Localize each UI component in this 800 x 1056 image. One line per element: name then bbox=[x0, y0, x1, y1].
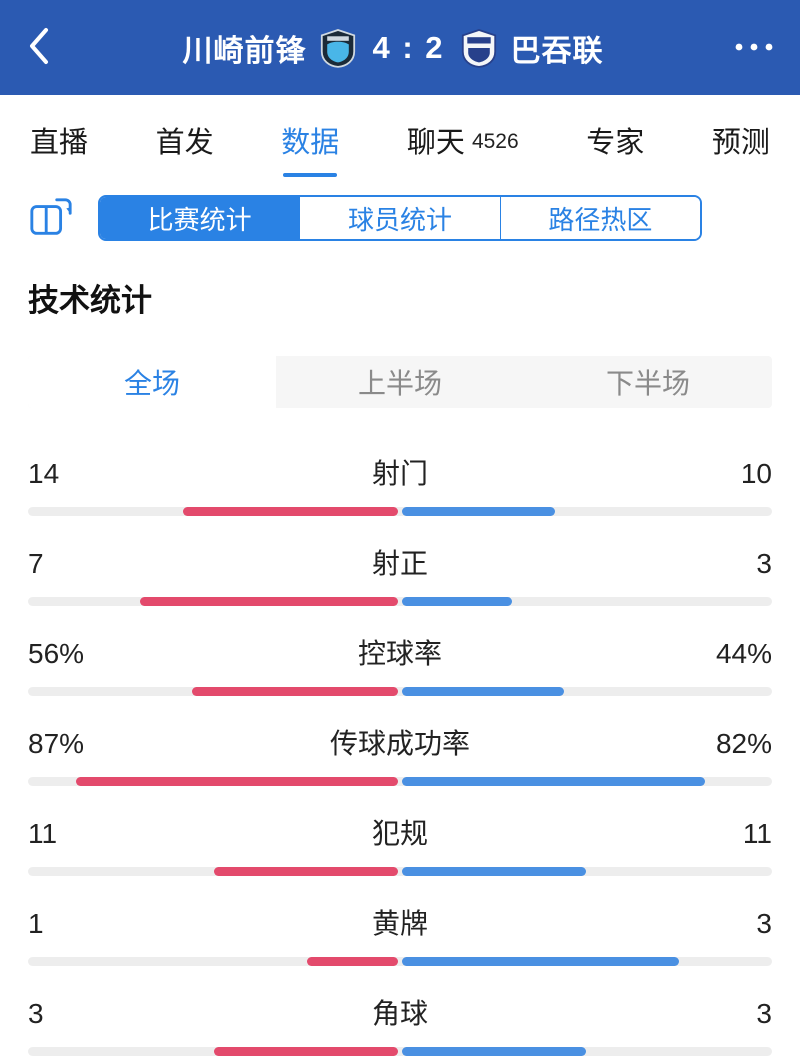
stat-line: 7 射正 3 bbox=[28, 542, 772, 582]
away-team-name: 巴吞联 bbox=[510, 34, 604, 68]
stat-row: 56% 控球率 44% bbox=[28, 632, 772, 696]
stat-label: 犯规 bbox=[371, 818, 428, 849]
away-stat-value: 44% bbox=[715, 638, 772, 669]
away-stat-value: 10 bbox=[740, 458, 772, 489]
more-button[interactable] bbox=[734, 40, 774, 55]
stat-bar-track bbox=[28, 777, 772, 786]
tab-live[interactable]: 直播 bbox=[30, 95, 88, 185]
home-stat-value: 56% bbox=[28, 638, 85, 669]
main-tabs: 直播 首发 数据 聊天 4526 专家 预测 bbox=[0, 95, 800, 185]
period-tab-second-half[interactable]: 下半场 bbox=[605, 368, 690, 399]
period-tabs: 全场 上半场 下半场 bbox=[28, 356, 772, 408]
stat-line: 1 黄牌 3 bbox=[28, 902, 772, 942]
stat-line: 87% 传球成功率 82% bbox=[28, 722, 772, 762]
stat-bar-track bbox=[28, 867, 772, 876]
home-stat-bar bbox=[139, 597, 398, 606]
stat-line: 11 犯规 11 bbox=[28, 812, 772, 852]
away-team-badge-icon bbox=[461, 27, 497, 69]
home-stat-value: 3 bbox=[28, 998, 44, 1029]
match-score: 4 : 2 bbox=[372, 29, 445, 65]
stat-bar-track bbox=[28, 507, 772, 516]
home-team-name: 川崎前锋 bbox=[182, 34, 307, 68]
stat-row: 11 犯规 11 bbox=[28, 812, 772, 876]
away-stat-bar bbox=[402, 1047, 586, 1056]
home-stat-bar bbox=[76, 777, 398, 786]
stat-bar-track bbox=[28, 597, 772, 606]
tab-experts[interactable]: 专家 bbox=[586, 95, 644, 185]
chat-count: 4526 bbox=[471, 130, 519, 153]
seg-heatmap[interactable]: 路径热区 bbox=[499, 197, 700, 239]
away-stat-value: 3 bbox=[756, 998, 772, 1029]
tab-label: 聊天 bbox=[406, 127, 465, 159]
stat-label: 射门 bbox=[371, 458, 428, 489]
away-stat-value: 11 bbox=[742, 818, 772, 849]
home-team-badge-icon bbox=[320, 27, 356, 69]
home-stat-value: 87% bbox=[28, 728, 85, 759]
home-stat-value: 1 bbox=[28, 908, 44, 939]
stat-line: 56% 控球率 44% bbox=[28, 632, 772, 672]
stat-bar-track bbox=[28, 1047, 772, 1056]
chevron-left-icon bbox=[26, 26, 52, 69]
away-stat-bar bbox=[402, 597, 512, 606]
away-stat-value: 82% bbox=[715, 728, 772, 759]
active-tab-underline bbox=[283, 173, 338, 177]
home-stat-value: 11 bbox=[28, 818, 58, 849]
ellipsis-icon bbox=[734, 40, 774, 55]
tab-label: 专家 bbox=[586, 127, 645, 159]
home-stat-bar bbox=[182, 507, 398, 516]
tab-data[interactable]: 数据 bbox=[281, 95, 339, 185]
stat-type-row: 比赛统计 球员统计 路径热区 bbox=[0, 185, 800, 241]
stat-label: 控球率 bbox=[357, 638, 442, 669]
away-stat-value: 3 bbox=[756, 908, 772, 939]
home-stat-bar bbox=[191, 687, 398, 696]
match-header: 川崎前锋 4 : 2 巴吞联 bbox=[0, 0, 800, 95]
tab-lineups[interactable]: 首发 bbox=[156, 95, 214, 185]
home-stat-bar bbox=[214, 867, 398, 876]
stat-row: 1 黄牌 3 bbox=[28, 902, 772, 966]
home-stat-value: 14 bbox=[28, 458, 60, 489]
stat-line: 14 射门 10 bbox=[28, 452, 772, 492]
home-stat-bar bbox=[307, 957, 398, 966]
period-tab-full-match[interactable]: 全场 bbox=[28, 356, 276, 408]
stat-row: 14 射门 10 bbox=[28, 452, 772, 516]
stats-list: 14 射门 10 7 射正 3 56% 控球率 44% 87% 传球成功率 82% 11 犯规 11 1 黄牌 3… bbox=[0, 452, 800, 1056]
stat-row: 7 射正 3 bbox=[28, 542, 772, 606]
away-stat-bar bbox=[402, 507, 555, 516]
stat-row: 87% 传球成功率 82% bbox=[28, 722, 772, 786]
tab-label: 数据 bbox=[281, 127, 340, 159]
away-stat-bar bbox=[402, 777, 706, 786]
tab-label: 直播 bbox=[30, 127, 89, 159]
stat-bar-track bbox=[28, 957, 772, 966]
away-stat-bar bbox=[402, 687, 564, 696]
match-title: 川崎前锋 4 : 2 巴吞联 bbox=[182, 26, 603, 70]
stat-label: 传球成功率 bbox=[329, 728, 470, 759]
stat-label: 黄牌 bbox=[371, 908, 428, 939]
stat-bar-track bbox=[28, 687, 772, 696]
stat-row: 3 角球 3 bbox=[28, 992, 772, 1056]
tab-chat[interactable]: 聊天 4526 bbox=[407, 95, 519, 185]
tab-label: 预测 bbox=[711, 127, 770, 159]
tab-label: 首发 bbox=[155, 127, 214, 159]
lineup-field-icon[interactable] bbox=[28, 195, 74, 241]
seg-player-stats[interactable]: 球员统计 bbox=[299, 197, 500, 239]
section-title: 技术统计 bbox=[28, 283, 152, 318]
stat-line: 3 角球 3 bbox=[28, 992, 772, 1032]
away-stat-value: 3 bbox=[756, 548, 772, 579]
stat-label: 角球 bbox=[371, 998, 428, 1029]
home-stat-bar bbox=[214, 1047, 398, 1056]
stat-type-tabs: 比赛统计 球员统计 路径热区 bbox=[98, 195, 702, 241]
stat-label: 射正 bbox=[371, 548, 428, 579]
away-stat-bar bbox=[402, 867, 586, 876]
period-tab-first-half[interactable]: 上半场 bbox=[357, 368, 442, 399]
home-stat-value: 7 bbox=[28, 548, 44, 579]
seg-match-stats[interactable]: 比赛统计 bbox=[100, 197, 300, 239]
tab-predictions[interactable]: 预测 bbox=[712, 95, 770, 185]
away-stat-bar bbox=[402, 957, 679, 966]
back-button[interactable] bbox=[26, 26, 52, 69]
